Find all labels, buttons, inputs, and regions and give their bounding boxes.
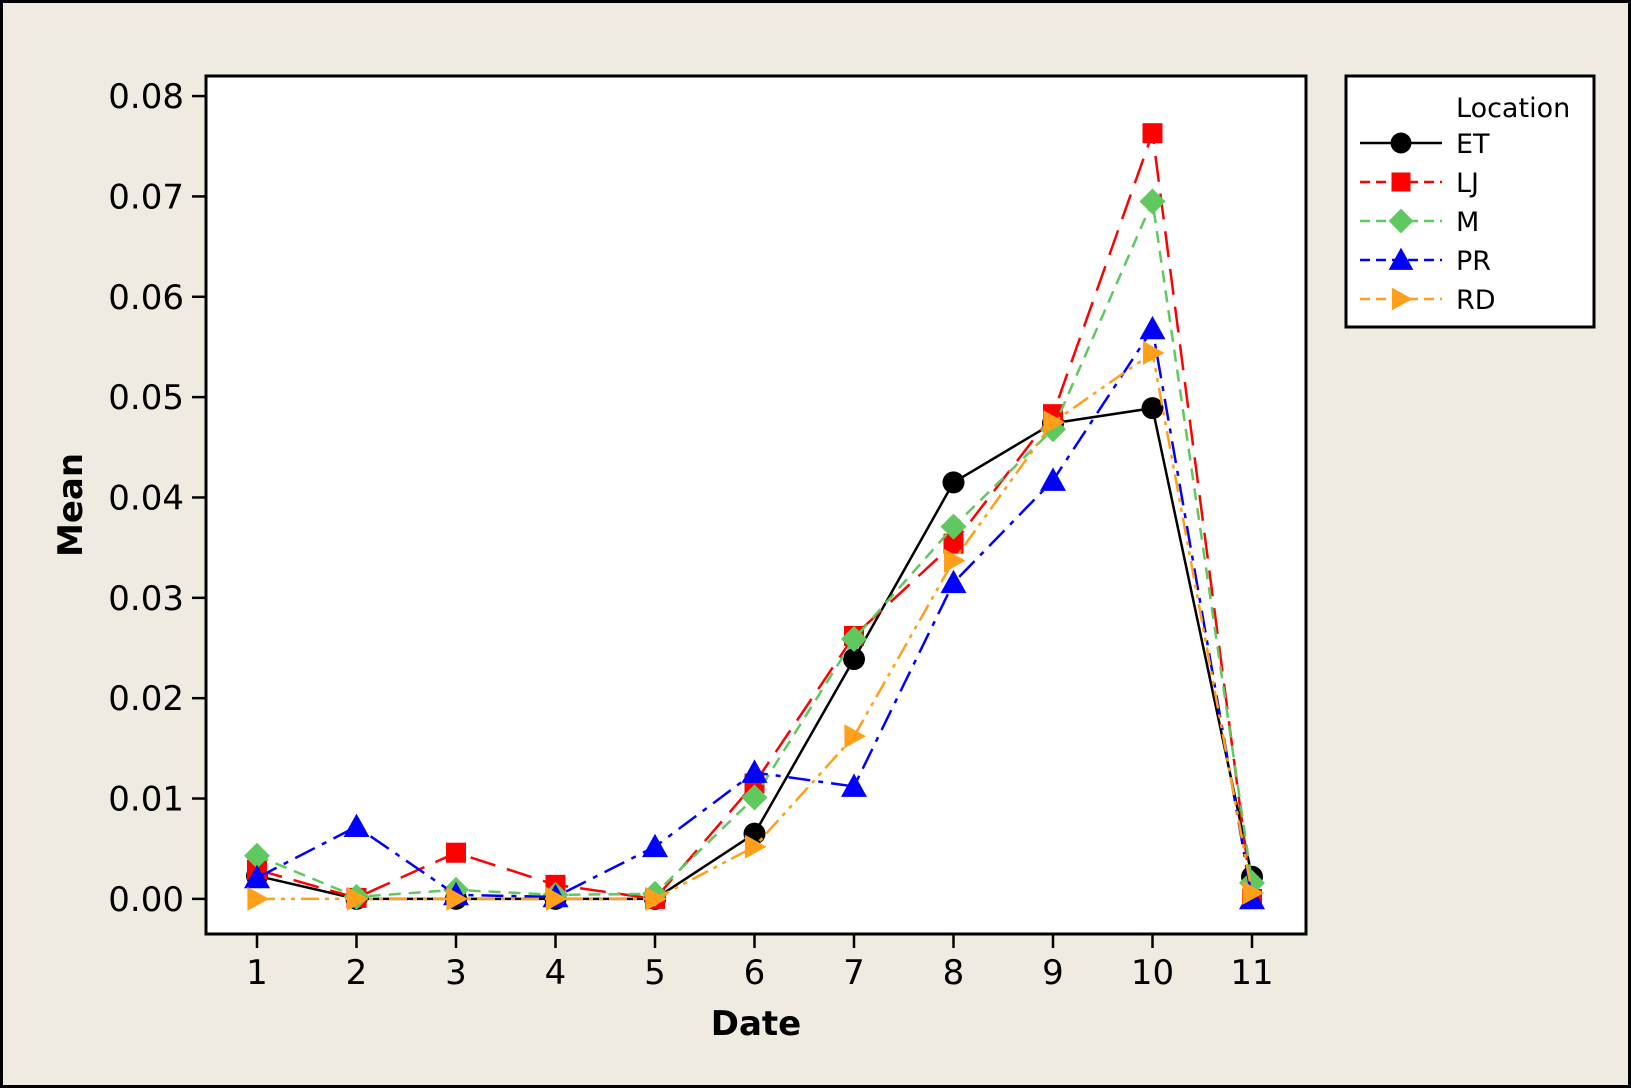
x-tick-label: 10 bbox=[1131, 953, 1174, 993]
legend-marker-et bbox=[1390, 132, 1412, 154]
data-point-rd bbox=[1242, 880, 1264, 905]
data-point-pr bbox=[1139, 315, 1166, 340]
y-tick-label: 0.07 bbox=[108, 177, 184, 217]
legend-label-pr: PR bbox=[1456, 246, 1491, 277]
data-point-pr bbox=[841, 773, 867, 797]
data-point-pr bbox=[1040, 467, 1066, 491]
data-point-rd bbox=[1043, 410, 1065, 435]
legend-entry-lj: LJ bbox=[1360, 168, 1479, 199]
y-tick-label: 0.04 bbox=[108, 478, 184, 518]
data-point-m bbox=[1139, 188, 1166, 215]
legend-label-rd: RD bbox=[1456, 285, 1496, 316]
data-point-lj bbox=[446, 842, 466, 863]
legend: Location ET LJ M PR RD bbox=[1344, 74, 1596, 329]
data-point-rd bbox=[545, 886, 568, 911]
x-tick-label: 11 bbox=[1230, 953, 1273, 993]
legend-marker-pr bbox=[1388, 247, 1414, 270]
legend-entry-m: M bbox=[1360, 207, 1479, 238]
data-point-pr bbox=[343, 813, 370, 838]
legend-box bbox=[1344, 74, 1596, 329]
data-point-rd bbox=[247, 886, 269, 911]
data-point-m bbox=[244, 842, 270, 869]
data-point-et bbox=[843, 648, 865, 671]
data-point-lj bbox=[1142, 123, 1163, 144]
data-point-m bbox=[741, 784, 768, 811]
data-point-rd bbox=[744, 834, 767, 859]
data-point-rd bbox=[446, 886, 468, 911]
data-point-et bbox=[1141, 397, 1164, 420]
y-tick-label: 0.03 bbox=[108, 579, 184, 619]
data-point-pr bbox=[940, 569, 967, 594]
data-point-m bbox=[940, 513, 967, 540]
legend-marker-m bbox=[1388, 208, 1414, 234]
x-tick-label: 6 bbox=[744, 953, 766, 993]
y-axis: 0.00 0.01 0.02 0.03 0.04 0.05 0.06 0.07 0.08 bbox=[108, 77, 206, 920]
legend-label-et: ET bbox=[1456, 129, 1490, 160]
x-tick-label: 1 bbox=[246, 953, 268, 993]
legend-marker-lj bbox=[1391, 172, 1411, 192]
y-tick-label: 0.02 bbox=[108, 679, 184, 719]
y-tick-label: 0.08 bbox=[108, 77, 184, 117]
x-tick-label: 9 bbox=[1042, 953, 1064, 993]
x-tick-label: 3 bbox=[445, 953, 467, 993]
series-rd bbox=[247, 340, 1264, 911]
legend-entry-et: ET bbox=[1360, 129, 1490, 160]
data-point-rd bbox=[844, 724, 866, 749]
data-point-m bbox=[841, 625, 867, 652]
legend-entry-rd: RD bbox=[1360, 285, 1496, 316]
x-axis: 1 2 3 4 5 6 7 8 9 10 11 bbox=[246, 934, 1274, 993]
data-point-pr bbox=[244, 864, 270, 889]
legend-label-m: M bbox=[1456, 207, 1479, 238]
y-tick-label: 0.01 bbox=[108, 780, 184, 820]
x-axis-title: Date bbox=[711, 1004, 801, 1044]
data-point-rd bbox=[645, 886, 667, 911]
series-layer bbox=[244, 123, 1265, 911]
data-point-rd bbox=[943, 548, 966, 573]
y-axis-title: Mean bbox=[51, 453, 91, 557]
x-tick-label: 8 bbox=[943, 953, 965, 993]
x-tick-label: 4 bbox=[545, 953, 567, 993]
legend-marker-rd bbox=[1391, 287, 1413, 311]
legend-entries: ET LJ M PR RD bbox=[1360, 129, 1496, 316]
legend-title: Location bbox=[1456, 93, 1570, 124]
x-tick-label: 5 bbox=[644, 953, 666, 993]
y-tick-label: 0.00 bbox=[108, 880, 184, 920]
data-point-lj bbox=[943, 533, 964, 554]
data-point-rd bbox=[346, 886, 369, 911]
data-point-rd bbox=[1142, 340, 1165, 365]
data-point-pr bbox=[741, 759, 768, 783]
data-point-et bbox=[942, 471, 965, 494]
y-tick-label: 0.05 bbox=[108, 378, 184, 418]
legend-entry-pr: PR bbox=[1360, 246, 1491, 277]
x-tick-label: 7 bbox=[843, 953, 865, 993]
legend-label-lj: LJ bbox=[1456, 168, 1479, 199]
y-tick-label: 0.06 bbox=[108, 278, 184, 318]
x-tick-label: 2 bbox=[346, 953, 368, 993]
data-point-pr bbox=[642, 833, 668, 858]
